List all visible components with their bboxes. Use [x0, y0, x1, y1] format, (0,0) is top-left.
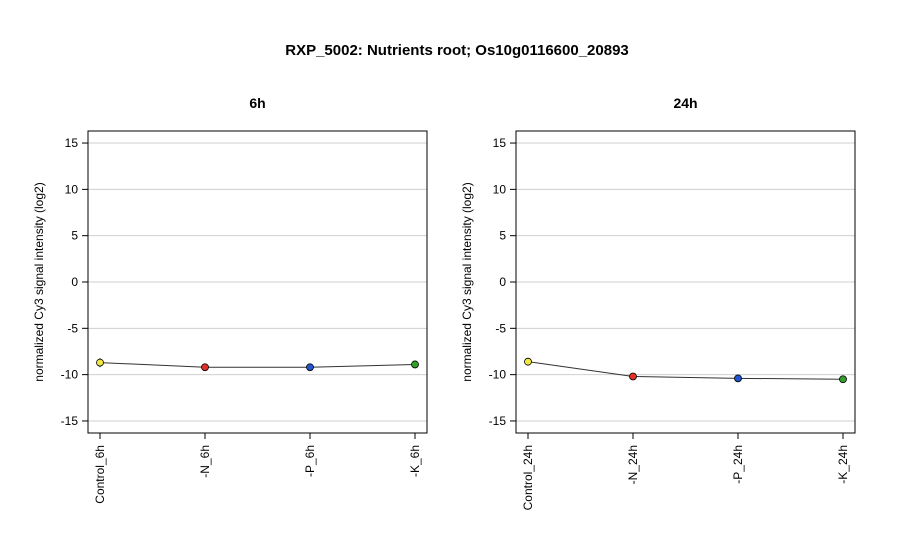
y-tick-label: 15 — [65, 136, 79, 150]
data-point--N_6h — [201, 363, 209, 372]
y-tick-label: 10 — [493, 182, 507, 196]
panel-title: 6h — [249, 95, 265, 111]
x-tick-label: -P_24h — [731, 445, 745, 484]
data-point--N_24h — [629, 372, 637, 381]
x-tick-label: -P_6h — [303, 445, 317, 477]
data-point--K_24h — [839, 375, 847, 384]
x-tick-label: -K_6h — [408, 445, 422, 477]
y-tick-label: 0 — [71, 275, 78, 289]
y-tick-label: 5 — [499, 229, 506, 243]
y-axis-label: normalized Cy3 signal intensity (log2) — [460, 182, 474, 381]
plot-frame — [515, 130, 856, 434]
x-tick-label: Control_24h — [521, 445, 535, 510]
data-point-Control_24h — [524, 357, 532, 366]
plot-frame — [87, 130, 428, 434]
y-tick-label: -5 — [495, 321, 506, 335]
figure-title: RXP_5002: Nutrients root; Os10g0116600_2… — [285, 42, 629, 59]
y-tick-label: -15 — [489, 414, 507, 428]
x-tick-label: -K_24h — [836, 445, 850, 484]
series-line — [527, 361, 844, 380]
y-tick-label: -10 — [489, 368, 507, 382]
y-tick-label: 10 — [65, 182, 79, 196]
x-tick-label: -N_6h — [198, 445, 212, 478]
y-axis-label: normalized Cy3 signal intensity (log2) — [32, 182, 46, 381]
y-tick-label: 0 — [499, 275, 506, 289]
data-point--P_24h — [734, 374, 742, 383]
data-point-Control_6h — [96, 358, 104, 367]
x-tick-label: -N_24h — [626, 445, 640, 484]
y-tick-label: 15 — [493, 136, 507, 150]
chart-panel-24h: 24h 15 10 5 0 -5 -10 -15 normalized Cy3 signal i… — [460, 95, 856, 510]
y-tick-label: -5 — [67, 321, 78, 335]
y-tick-label: 5 — [71, 229, 78, 243]
data-point--K_6h — [411, 360, 419, 369]
panel-title: 24h — [673, 95, 697, 111]
y-tick-label: -15 — [61, 414, 79, 428]
x-tick-label: Control_6h — [93, 445, 107, 504]
y-tick-label: -10 — [61, 368, 79, 382]
chart-panel-6h: 6h 15 10 5 0 -5 -10 -15 normalized Cy3 signal in… — [32, 95, 428, 504]
data-point--P_6h — [306, 363, 314, 372]
series-line — [99, 362, 416, 368]
